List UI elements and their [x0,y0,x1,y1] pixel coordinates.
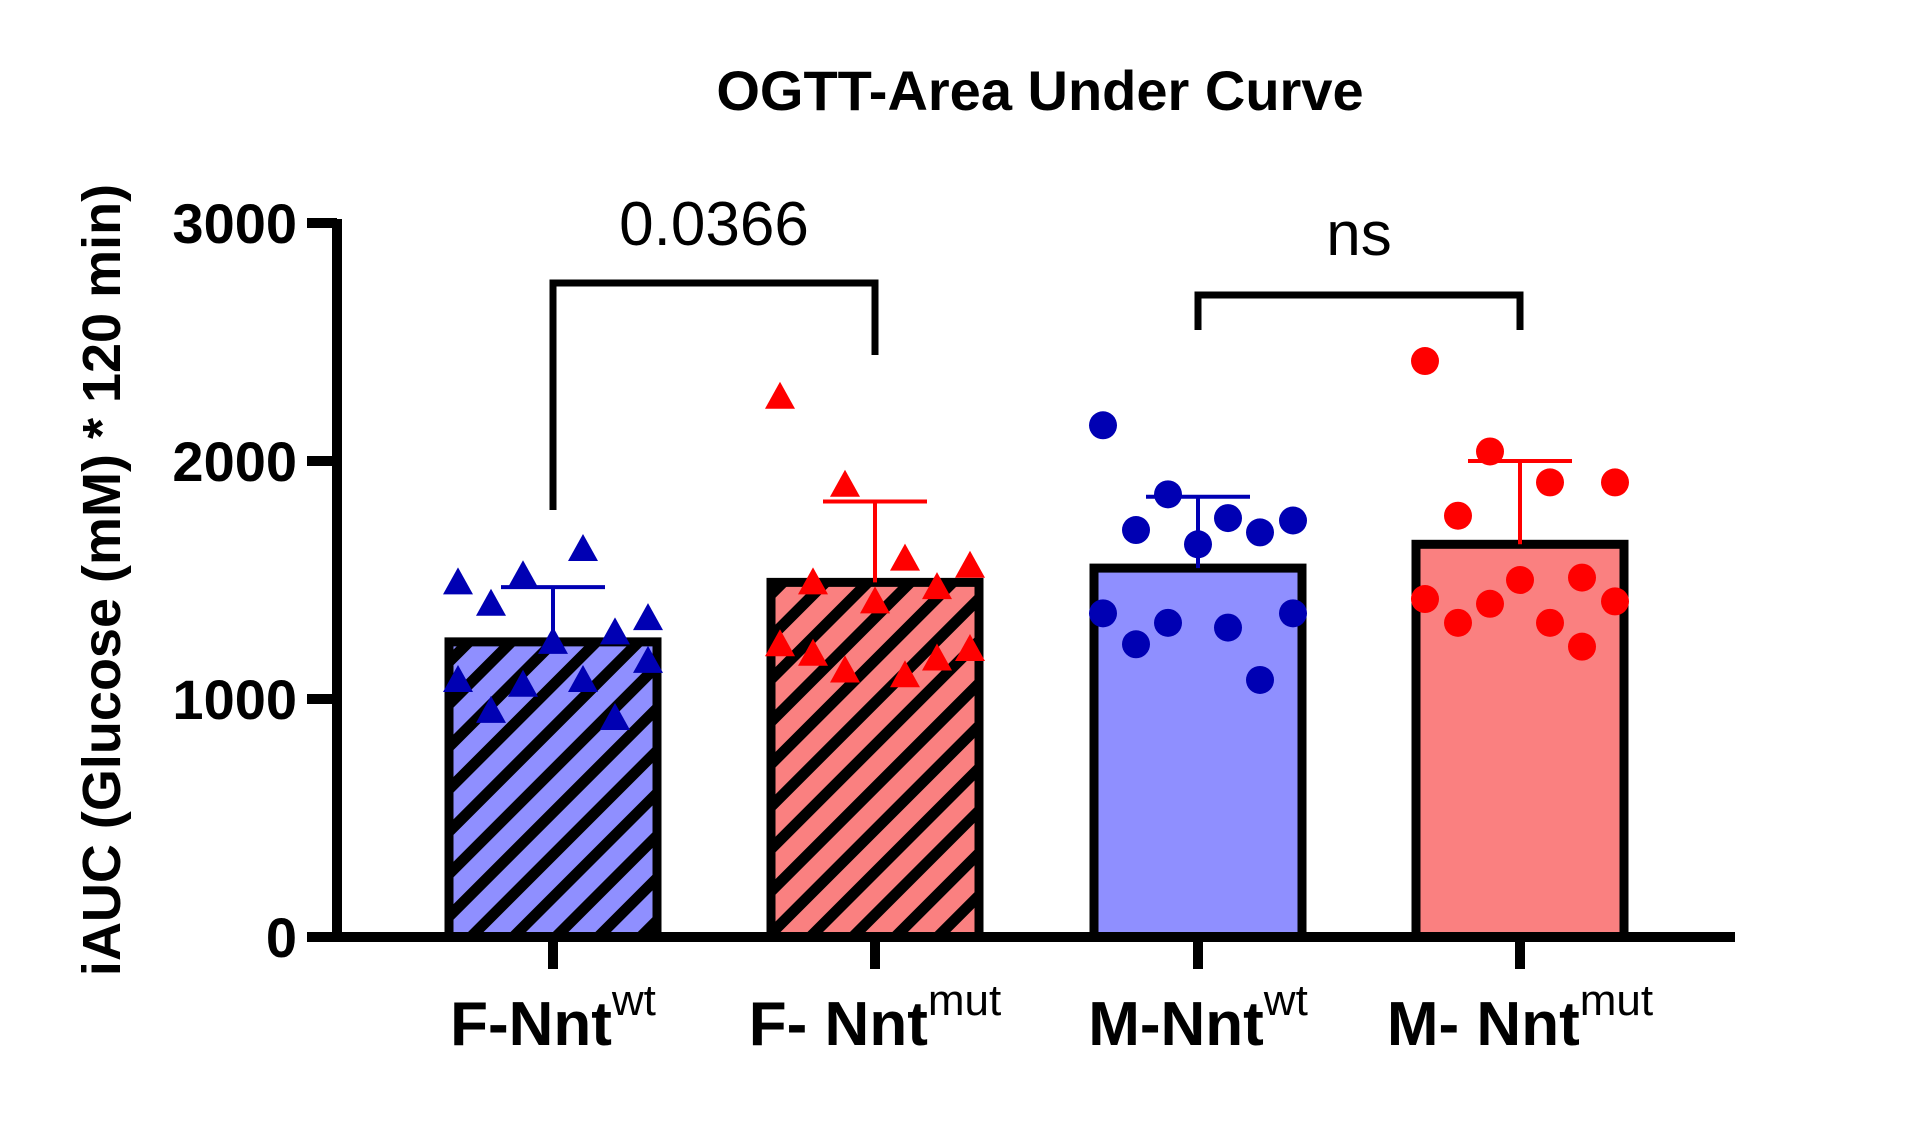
data-point-2-0 [1089,411,1117,440]
data-point-0-3 [633,603,663,631]
data-point-0-12 [600,703,630,731]
data-point-0-8 [633,645,663,673]
data-point-1-12 [922,643,952,671]
x-tick-label-sup-3: mut [1580,976,1653,1025]
data-point-0-5 [600,617,630,645]
bar-2 [1094,568,1302,937]
data-point-0-9 [508,669,538,697]
y-tick-label-3: 3000 [172,192,297,255]
data-point-1-0 [765,381,795,409]
x-tick-label-3: M- Nntmut [1387,976,1653,1059]
data-point-3-1 [1476,437,1504,466]
significance-label-0: 0.0366 [619,190,809,259]
data-point-2-7 [1089,599,1117,628]
x-tick-label-main-1: F- Nnt [749,990,928,1059]
x-tick-label-sup-2: wt [1263,976,1308,1025]
data-point-2-8 [1279,599,1307,628]
data-point-0-0 [443,567,473,595]
data-point-0-10 [568,664,598,692]
data-point-1-9 [830,655,860,683]
x-tick-label-sup-0: wt [611,976,656,1025]
data-point-1-6 [860,586,890,614]
data-point-2-2 [1214,504,1242,533]
data-point-3-12 [1568,632,1596,661]
data-point-2-11 [1122,630,1150,659]
data-point-1-4 [798,567,828,595]
data-point-1-8 [955,634,985,662]
data-point-2-4 [1122,516,1150,545]
data-point-1-10 [890,660,920,688]
data-point-3-11 [1444,608,1472,637]
error-bars-layer [501,459,1572,642]
data-point-3-2 [1536,468,1564,497]
significance-bracket-0 [549,279,879,510]
data-point-2-3 [1279,506,1307,535]
data-point-3-5 [1568,563,1596,592]
x-tick-label-main-2: M-Nnt [1088,990,1264,1059]
data-point-0-11 [476,695,506,723]
x-tick-label-1: F- Nntmut [749,976,1001,1059]
bar-3 [1416,544,1624,937]
y-tick-label-2: 2000 [172,430,297,493]
x-tick-label-2: M-Nntwt [1088,976,1308,1059]
data-point-3-7 [1411,585,1439,614]
data-point-3-0 [1411,347,1439,376]
data-point-3-9 [1476,589,1504,618]
x-tick-label-main-0: F-Nnt [450,990,612,1059]
data-point-3-3 [1601,468,1629,497]
data-point-1-2 [890,543,920,571]
data-point-2-6 [1184,530,1212,559]
x-tick-label-main-3: M- Nnt [1387,990,1580,1059]
data-point-1-11 [798,638,828,666]
data-point-0-2 [568,534,598,562]
data-point-2-10 [1214,613,1242,642]
data-point-2-1 [1154,480,1182,509]
bar-hatch-1 [771,582,979,937]
x-tick-label-sup-1: mut [928,976,1001,1025]
annotations-layer: 0.0366 ns [549,190,1524,510]
data-point-1-3 [955,550,985,578]
data-point-2-12 [1246,665,1274,694]
data-point-3-6 [1506,566,1534,594]
x-tick-label-0: F-Nntwt [450,976,656,1059]
y-axis-label: iAUC (Glucose (mM) * 120 min) [72,184,132,976]
chart-title: OGTT-Area Under Curve [716,59,1363,122]
data-point-0-7 [443,664,473,692]
data-point-2-5 [1246,518,1274,547]
data-point-2-9 [1154,608,1182,637]
bar-hatch-0 [449,641,657,937]
bars-layer [444,539,1629,942]
data-point-0-6 [538,626,568,654]
y-tick-label-1: 1000 [172,668,297,731]
data-point-3-4 [1444,501,1472,530]
significance-label-1: ns [1326,200,1391,269]
significance-bracket-1 [1194,291,1524,330]
data-point-1-1 [830,469,860,497]
y-tick-label-0: 0 [266,906,297,969]
data-point-1-5 [922,572,952,600]
data-point-1-7 [765,629,795,657]
data-point-3-8 [1601,587,1629,616]
data-point-0-4 [476,588,506,616]
data-point-0-1 [508,560,538,588]
data-point-3-10 [1536,608,1564,637]
points-layer [443,347,1629,731]
